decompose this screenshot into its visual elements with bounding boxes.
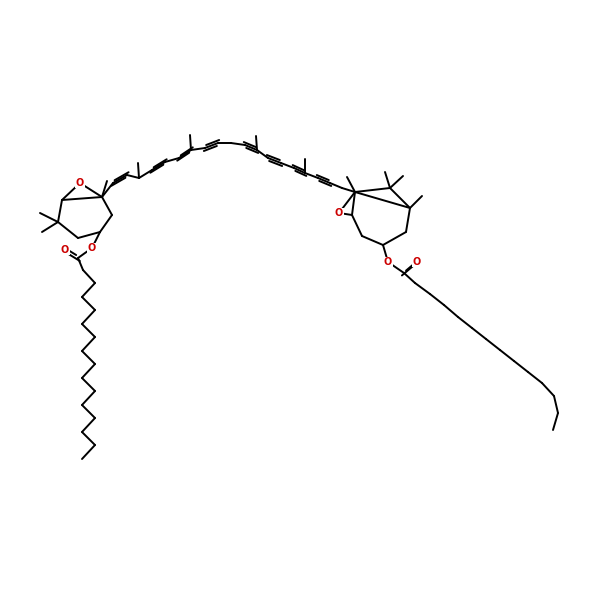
Text: O: O: [335, 208, 343, 218]
Text: O: O: [384, 257, 392, 267]
Text: O: O: [88, 243, 96, 253]
Text: O: O: [76, 178, 84, 188]
Text: O: O: [61, 245, 69, 255]
Text: O: O: [413, 257, 421, 267]
